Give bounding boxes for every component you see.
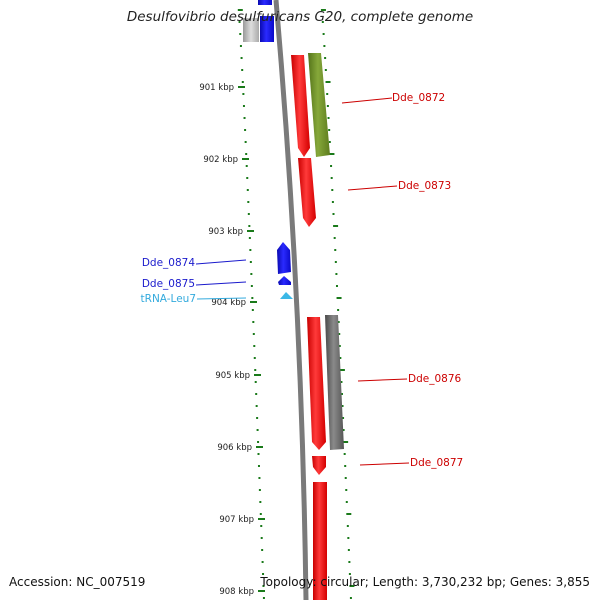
gene-top-blue[interactable]: [258, 0, 272, 5]
leader-dde-0872: [341, 97, 393, 104]
homolog-dde-0872[interactable]: [308, 53, 330, 157]
gene-dde-0875[interactable]: [278, 276, 291, 285]
kbp-tick-label: 906 kbp: [217, 443, 252, 453]
label-dde-0873[interactable]: Dde_0873: [398, 180, 451, 192]
gene-dde-0877[interactable]: [312, 456, 326, 475]
gene-dde-0876[interactable]: [307, 317, 326, 450]
kbp-tick-label: 902 kbp: [203, 155, 238, 165]
label-dde-0874[interactable]: Dde_0874: [142, 257, 196, 269]
leader-dde-0876: [357, 378, 408, 382]
kbp-tick-label: 903 kbp: [208, 227, 243, 237]
trna-leu7[interactable]: [280, 292, 293, 299]
label-dde-0877[interactable]: Dde_0877: [410, 457, 463, 469]
topology-label: Topology: circular; Length: 3,730,232 bp…: [260, 575, 590, 589]
homolog-dde-0876[interactable]: [325, 315, 344, 450]
dotted-track-left: [237, 9, 265, 599]
map-title: Desulfovibrio desulfuricans G20, complet…: [126, 9, 474, 25]
label-dde-0872[interactable]: Dde_0872: [392, 92, 445, 104]
kbp-tick-label: 908 kbp: [219, 587, 254, 597]
leader-dde-0874: [195, 259, 247, 265]
label-dde-0875[interactable]: Dde_0875: [142, 278, 195, 290]
kbp-tick-label: 905 kbp: [215, 371, 250, 381]
gene-dde-0872[interactable]: [291, 55, 310, 157]
leader-dde-0873: [347, 185, 398, 191]
leader-dde-0877: [359, 462, 410, 466]
leader-dde-0875: [195, 281, 247, 286]
leader-trna-leu7: [196, 297, 247, 300]
gene-dde-0873[interactable]: [298, 158, 316, 227]
label-dde-0876[interactable]: Dde_0876: [408, 373, 462, 385]
gene-dde-0874[interactable]: [277, 242, 291, 274]
gene-top-blue-2[interactable]: [260, 16, 274, 42]
genome-backbone: [273, 0, 309, 600]
gene-bottom-red[interactable]: [313, 482, 327, 600]
accession-label: Accession: NC_007519: [9, 575, 146, 589]
kbp-tick-label: 904 kbp: [211, 298, 246, 308]
kbp-ruler: 901 kbp 902 kbp 903 kbp 904 kbp 905 kbp 906 k…: [199, 83, 265, 597]
label-trna-leu7[interactable]: tRNA-Leu7: [141, 293, 196, 305]
kbp-tick-label: 901 kbp: [199, 83, 234, 93]
gene-top-gray[interactable]: [243, 18, 259, 42]
kbp-tick-label: 907 kbp: [219, 515, 254, 525]
